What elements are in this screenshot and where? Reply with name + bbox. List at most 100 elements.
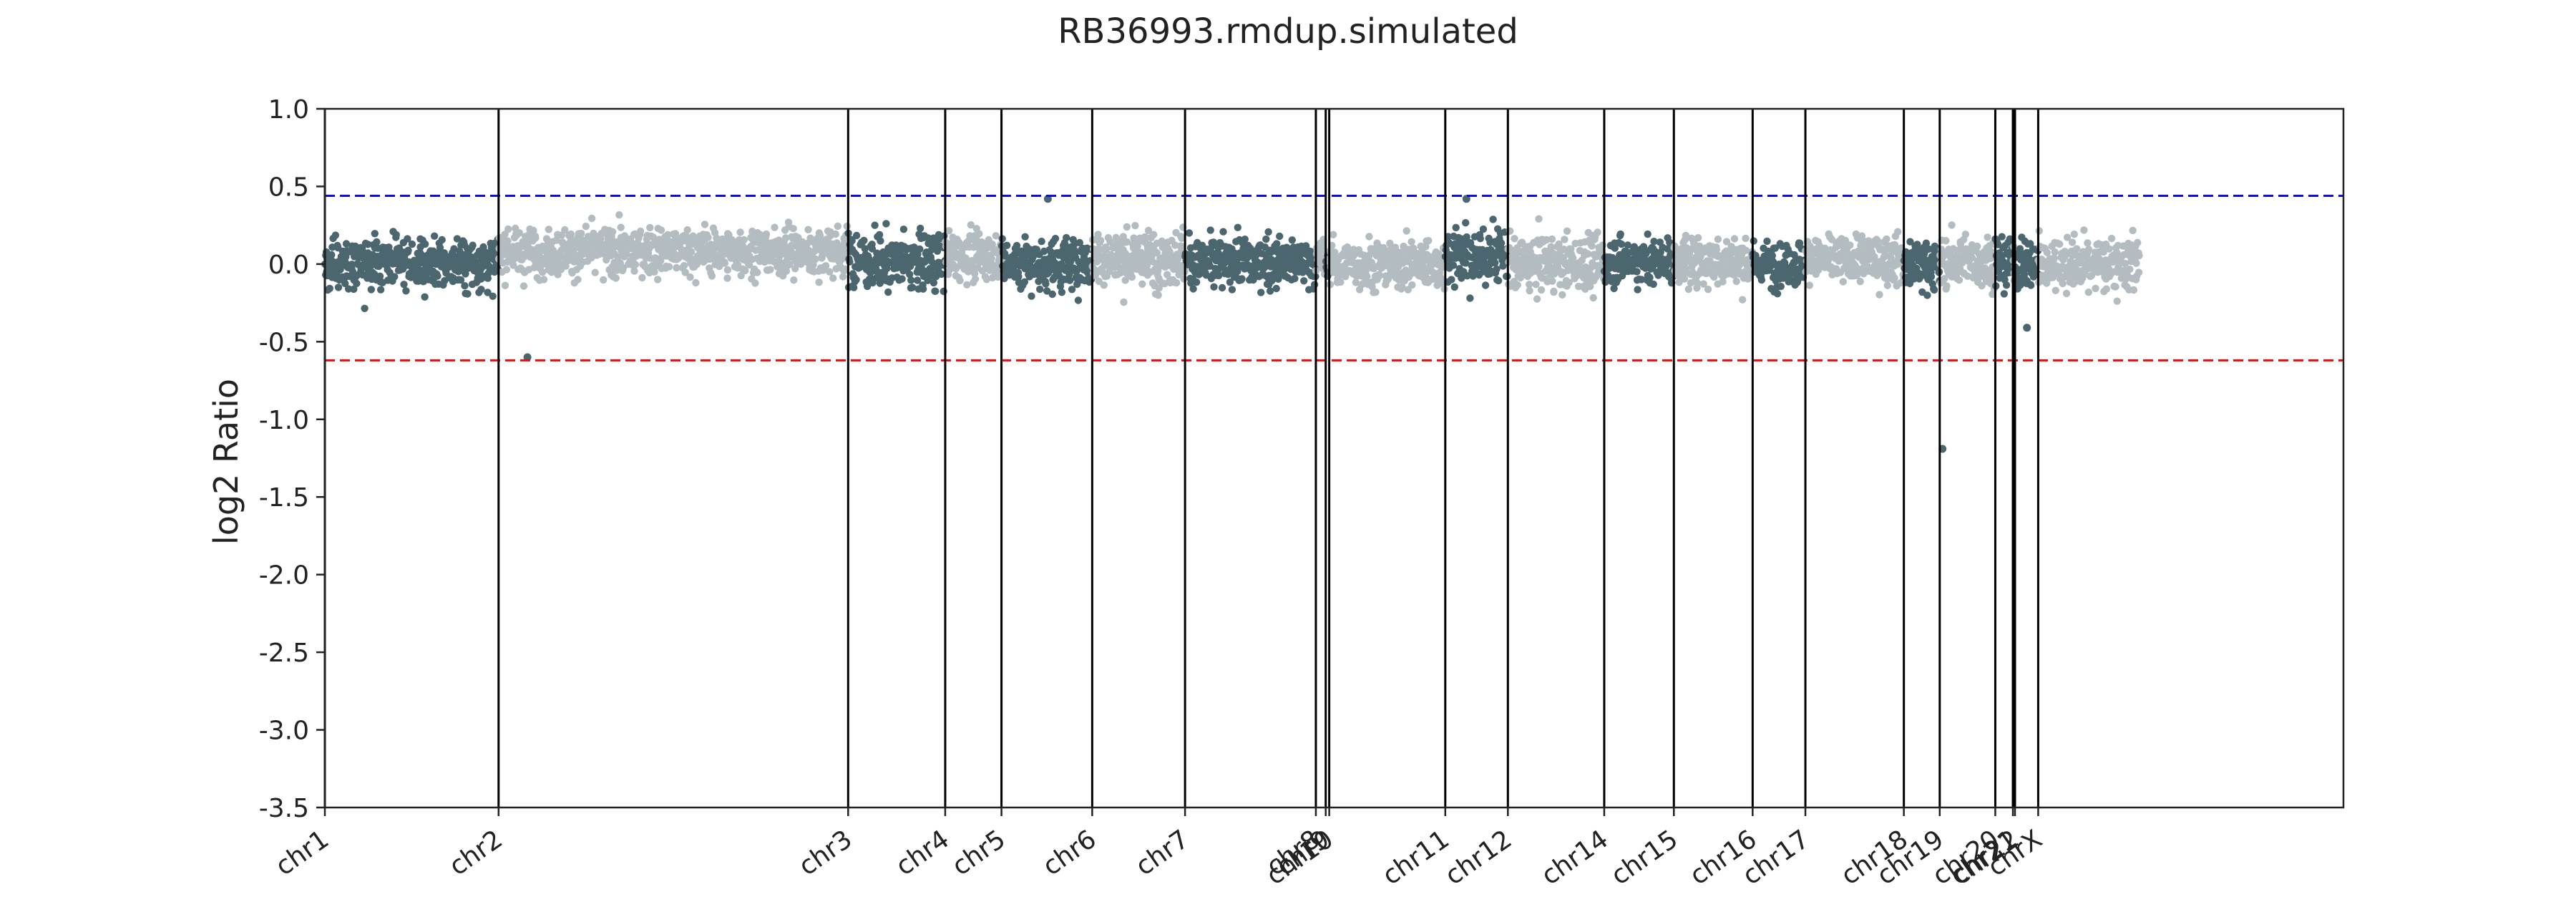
data-point-chr2 (815, 278, 823, 286)
data-point-chr3 (848, 237, 856, 245)
data-point-chr1 (453, 235, 462, 243)
y-tick-label: -1.0 (259, 406, 309, 435)
data-point-chr3 (932, 287, 940, 295)
data-point-chr7 (1288, 236, 1297, 244)
data-point-chr3 (913, 276, 922, 284)
data-point-chr10 (1331, 248, 1339, 256)
data-point-chr7 (1189, 285, 1197, 293)
data-point-chr15 (1699, 280, 1707, 288)
data-point-chr10 (1367, 258, 1376, 266)
data-point-chr19 (1968, 253, 1976, 262)
data-point-chr3 (937, 270, 946, 278)
data-point-chr2 (829, 274, 837, 282)
data-point-chr10 (1438, 279, 1446, 287)
data-point-chr3 (916, 245, 924, 253)
data-point-chr3 (899, 226, 908, 233)
data-point-chr15 (1739, 296, 1747, 304)
data-point-chr2 (683, 233, 691, 241)
data-point-chrX (2080, 226, 2088, 234)
data-point-chr5 (1035, 277, 1043, 286)
data-point-chr3 (909, 283, 917, 291)
data-point-chr2 (538, 268, 547, 276)
data-point-chr6 (1096, 236, 1105, 245)
data-point-chr12 (1594, 228, 1601, 236)
outlier-point-3 (1043, 195, 1052, 203)
y-tick-label: -3.0 (259, 717, 309, 746)
data-point-chr7 (1262, 235, 1270, 243)
y-axis: 1.0 0.5 0.0 -0.5 -1.0 -1.5 -2.0 -2.5 -3.0 -3.5 (259, 95, 325, 823)
data-point-chr2 (701, 220, 709, 228)
data-point-chr17 (1838, 254, 1846, 262)
data-point-chr2 (608, 228, 617, 236)
data-point-chr4 (945, 227, 953, 235)
data-point-chr3 (863, 282, 872, 291)
data-point-chr10 (1425, 237, 1433, 245)
data-point-chr7 (1215, 271, 1223, 280)
data-point-chr11 (1466, 294, 1474, 302)
data-point-chr14 (1649, 280, 1657, 288)
data-point-chr14 (1617, 240, 1626, 248)
data-point-chr2 (509, 261, 517, 269)
data-point-chr14 (1610, 284, 1618, 293)
data-point-chr2 (713, 234, 721, 242)
data-point-chr2 (545, 226, 553, 233)
data-point-chrX (2129, 286, 2138, 294)
data-point-chr1 (341, 279, 349, 288)
data-point-chr1 (328, 251, 336, 259)
data-point-chr1 (361, 304, 369, 312)
data-point-chr2 (623, 250, 630, 258)
data-point-chr11 (1448, 276, 1455, 283)
data-point-chrX (2049, 273, 2057, 281)
data-point-chrX (2105, 245, 2113, 253)
data-point-chr10 (1363, 273, 1371, 281)
data-point-chr11 (1458, 274, 1465, 282)
data-point-chr5 (1042, 280, 1050, 288)
data-point-chr12 (1543, 236, 1551, 244)
data-point-chr17 (1805, 281, 1813, 289)
data-point-chr16 (1777, 282, 1785, 291)
data-point-chr16 (1757, 276, 1766, 284)
data-point-chr19 (1989, 290, 1996, 299)
data-point-chr4 (992, 232, 1000, 240)
data-points (321, 195, 2143, 453)
data-point-chr15 (1742, 246, 1750, 254)
data-point-chr1 (392, 231, 400, 239)
data-point-chr2 (515, 229, 523, 237)
data-point-chr3 (875, 231, 884, 239)
data-point-chr7 (1209, 238, 1218, 246)
data-point-chr6 (1116, 268, 1125, 277)
data-point-chr3 (860, 236, 868, 245)
data-point-chr17 (1859, 236, 1867, 245)
data-point-chr2 (591, 268, 599, 276)
data-point-chr15 (1732, 277, 1740, 286)
data-point-chrX (2121, 260, 2129, 268)
data-point-chr7 (1185, 229, 1194, 237)
data-point-chr2 (687, 248, 696, 256)
data-point-chrX (2051, 248, 2059, 256)
data-point-chrX (2073, 245, 2081, 253)
data-point-chr11 (1491, 259, 1499, 267)
data-point-chr12 (1526, 281, 1533, 288)
data-point-chr3 (917, 224, 924, 233)
data-point-chr2 (786, 261, 794, 268)
data-point-chrX (2051, 286, 2059, 294)
data-point-chr2 (708, 272, 716, 280)
data-point-chr17 (1846, 241, 1854, 249)
data-point-chrX (2113, 297, 2121, 305)
data-point-chr5 (1063, 233, 1070, 242)
data-point-chr1 (430, 232, 439, 240)
data-point-chr17 (1875, 291, 1883, 299)
data-point-chr2 (504, 225, 512, 233)
data-point-chr5 (1013, 241, 1021, 250)
data-point-chrX (2135, 251, 2143, 260)
data-point-chr2 (791, 265, 799, 273)
data-point-chr2 (582, 223, 590, 231)
data-point-chr12 (1513, 281, 1521, 289)
x-tick-label-chr4: chr4 (891, 825, 955, 882)
data-point-chr10 (1398, 283, 1406, 291)
data-point-chr2 (781, 234, 790, 242)
data-point-chr2 (766, 266, 774, 273)
data-point-chr7 (1300, 277, 1308, 285)
y-tick-label: -0.5 (259, 328, 309, 357)
